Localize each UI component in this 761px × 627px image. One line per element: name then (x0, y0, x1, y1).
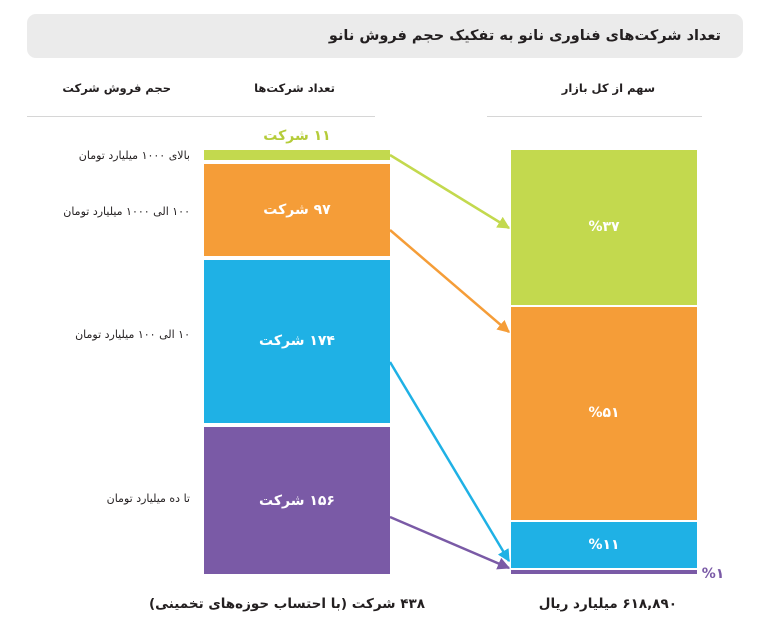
chart-title: تعداد شرکت‌های فناوری نانو به تفکیک حجم … (328, 28, 721, 44)
count-label-between-100-1000: ۹۷ شرکت (263, 201, 331, 218)
range-label-over-1000: بالای ۱۰۰۰ میلیارد تومان (78, 149, 190, 162)
range-label-under-10: تا ده میلیارد تومان (106, 492, 190, 505)
flow-arrow-between-10-100 (388, 361, 511, 563)
count-label-under-10: ۱۵۶ شرکت (259, 492, 335, 509)
share-label-under-10: %۱ (701, 565, 725, 582)
share-bar-between-10-100 (511, 521, 697, 568)
share-bar-over-1000 (511, 150, 697, 305)
range-label-between-100-1000: ۱۰۰ الی ۱۰۰۰ میلیارد تومان (63, 205, 190, 218)
total-market: ۶۱۸,۸۹۰ میلیارد ریال (538, 596, 677, 612)
count-bar-over-1000 (204, 150, 390, 161)
range-label-between-10-100: ۱۰ الی ۱۰۰ میلیارد تومان (75, 328, 190, 341)
header-company-count: تعداد شرکت‌ها (254, 81, 335, 95)
count-label-between-10-100: ۱۷۴ شرکت (259, 333, 335, 350)
flow-arrow-between-100-1000 (389, 229, 510, 333)
total-companies: ۴۳۸ شرکت (با احتساب حوزه‌های تخمینی) (148, 596, 425, 612)
title-banner: تعداد شرکت‌های فناوری نانو به تفکیک حجم … (27, 14, 743, 58)
share-label-between-100-1000: %۵۱ (588, 405, 620, 422)
share-label-between-10-100: %۱۱ (588, 536, 620, 553)
share-bar-under-10 (511, 569, 697, 574)
count-label-over-1000: ۱۱ شرکت (263, 128, 331, 144)
header-sales-volume: حجم فروش شرکت (62, 81, 171, 95)
flow-arrow-under-10 (389, 515, 511, 570)
flow-arrow-over-1000 (389, 153, 511, 230)
share-bar-between-100-1000 (511, 306, 697, 520)
header-divider-right (487, 116, 702, 117)
header-market-share: سهم از کل بازار (561, 81, 655, 95)
header-divider-left (27, 116, 375, 117)
count-bar-under-10 (204, 427, 390, 574)
count-bar-between-10-100 (204, 259, 390, 424)
share-label-over-1000: %۳۷ (588, 219, 620, 236)
count-bar-between-100-1000 (204, 164, 390, 256)
